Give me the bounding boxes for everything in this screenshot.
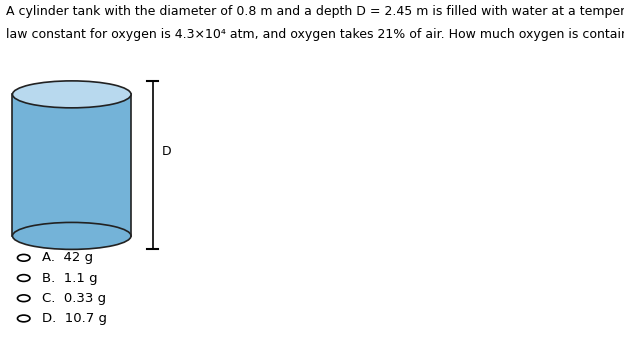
Text: A.  42 g: A. 42 g bbox=[42, 251, 94, 264]
Bar bbox=[12, 94, 131, 236]
Text: C.  0.33 g: C. 0.33 g bbox=[42, 292, 107, 305]
Text: D.  10.7 g: D. 10.7 g bbox=[42, 312, 107, 325]
Text: A cylinder tank with the diameter of 0.8 m and a depth D = 2.45 m is filled with: A cylinder tank with the diameter of 0.8… bbox=[6, 5, 624, 18]
Ellipse shape bbox=[12, 81, 131, 108]
Text: B.  1.1 g: B. 1.1 g bbox=[42, 272, 98, 284]
Text: D: D bbox=[162, 145, 172, 158]
Ellipse shape bbox=[12, 222, 131, 249]
Text: law constant for oxygen is 4.3×10⁴ atm, and oxygen takes 21% of air. How much ox: law constant for oxygen is 4.3×10⁴ atm, … bbox=[6, 28, 624, 41]
